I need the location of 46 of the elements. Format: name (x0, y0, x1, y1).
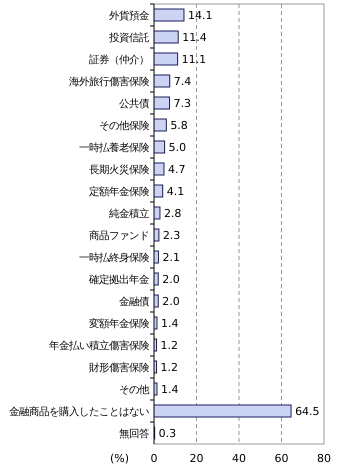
y-tick-label: 無回答 (119, 428, 149, 440)
y-tick-label: 定額年金保険 (89, 186, 149, 198)
y-tick-label: 証券（仲介） (89, 54, 149, 66)
y-tick-label: その他保険 (99, 120, 149, 132)
data-label: 2.0 (162, 273, 180, 286)
x-axis-title: (%) (110, 452, 129, 465)
data-label: 2.3 (162, 229, 180, 242)
y-tick-label: その他 (119, 384, 149, 396)
data-label: 7.4 (174, 75, 192, 88)
x-tick-label: 40 (232, 452, 246, 465)
y-tick-label: 海外旅行傷害保険 (69, 76, 149, 88)
data-label: 64.5 (295, 405, 320, 418)
y-tick-label: 年金払い積立傷害保険 (49, 340, 149, 352)
data-label: 1.2 (160, 361, 178, 374)
y-tick-label: 一時払終身保険 (79, 252, 149, 264)
y-tick-label: 純金積立 (109, 208, 149, 220)
x-tick-label: 60 (274, 452, 288, 465)
x-tick-label: 20 (190, 452, 204, 465)
data-label: 2.8 (164, 207, 182, 220)
data-label: 11.4 (182, 31, 207, 44)
data-label: 4.1 (166, 185, 184, 198)
y-tick-label: 一時払養老保険 (79, 142, 149, 154)
data-label: 0.3 (158, 427, 176, 440)
data-label: 11.1 (182, 53, 206, 66)
data-label: 2.1 (162, 251, 180, 264)
data-label: 14.1 (188, 9, 212, 22)
data-label: 2.0 (162, 295, 180, 308)
y-tick-label: 公共債 (119, 98, 149, 110)
y-tick-label: 投資信託 (108, 32, 149, 44)
y-tick-label: 商品ファンド (89, 230, 149, 242)
data-label: 5.0 (168, 141, 186, 154)
x-tick-label: 80 (317, 452, 331, 465)
y-tick-label: 金融債 (119, 296, 149, 308)
data-label: 4.7 (168, 163, 186, 176)
y-tick-label: 金融商品を購入したことはない (9, 406, 149, 418)
data-label: 1.2 (160, 339, 178, 352)
x-tick-label: 0 (150, 452, 158, 465)
y-tick-label: 財形傷害保険 (89, 362, 149, 374)
data-label: 1.4 (160, 383, 178, 396)
y-tick-label: 変額年金保険 (89, 318, 149, 330)
y-tick-label: 長期火災保険 (89, 164, 149, 176)
data-label: 7.3 (174, 97, 192, 110)
data-label: 5.8 (170, 119, 188, 132)
data-label: 1.4 (160, 317, 178, 330)
y-tick-label: 外貨預金 (109, 10, 149, 22)
y-tick-label: 確定拠出年金 (88, 274, 149, 286)
